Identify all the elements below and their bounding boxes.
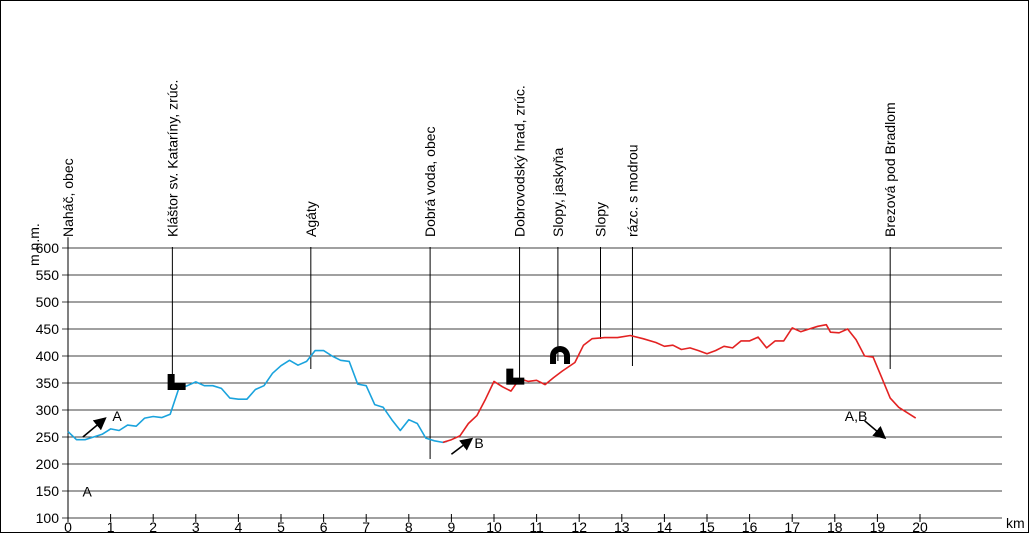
y-axis-ticks: 100 150 200 250 300 350 400 450 500 550 600 — [36, 240, 60, 526]
arrow-icon — [864, 420, 887, 440]
place-label: Agáty — [303, 201, 319, 237]
x-tick-label: 5 — [277, 519, 285, 532]
series-lines — [67, 323, 917, 444]
ruin-icon — [506, 368, 525, 385]
x-tick-label: 16 — [742, 519, 758, 532]
y-tick-label: 450 — [36, 321, 60, 337]
place-label: Kláštor sv. Kataríny, zrúc. — [164, 80, 180, 237]
x-tick-label: 9 — [448, 519, 456, 532]
x-tick-label: 3 — [192, 519, 200, 532]
place-markers: Naháč, obec Kláštor sv. Kataríny, zrúc. Ag… — [60, 80, 898, 501]
y-tick-label: 350 — [36, 375, 60, 391]
x-tick-label: 6 — [320, 519, 328, 532]
grid-lines — [62, 237, 1002, 519]
x-tick-label: 11 — [529, 519, 544, 532]
place-label: Slopy, jaskyňa — [550, 148, 566, 237]
y-tick-label: 550 — [36, 267, 60, 283]
place-label: rázc. s modrou — [624, 144, 640, 237]
route-annotation: B — [474, 435, 483, 451]
x-tick-label: 12 — [571, 519, 587, 532]
x-tick-label: 14 — [657, 519, 673, 532]
y-tick-label: 600 — [36, 240, 60, 256]
place-label: Brezová pod Bradlom — [882, 102, 898, 237]
x-tick-label: 15 — [699, 519, 715, 532]
place-label: Dobrá voda, obec — [422, 126, 438, 237]
x-axis-title: km — [1006, 515, 1025, 531]
map-symbols — [167, 346, 571, 390]
series-line-A — [67, 349, 448, 444]
x-tick-label: 0 — [64, 519, 72, 532]
route-annotation: A — [112, 408, 122, 424]
y-tick-label: 400 — [36, 348, 60, 364]
x-tick-label: 13 — [614, 519, 630, 532]
y-tick-label: 150 — [36, 483, 60, 499]
y-axis-title: m n.m. — [26, 223, 42, 266]
cave-icon — [550, 346, 571, 364]
x-axis-ticks: 0 1 2 3 4 5 6 7 8 9 10 11 12 13 14 15 16 17 18 19 20 — [64, 514, 928, 532]
x-tick-label: 19 — [870, 519, 886, 532]
arrow-icon — [82, 417, 107, 438]
place-label: Dobrovodský hrad, zrúc. — [512, 85, 528, 237]
y-tick-label: 100 — [36, 510, 60, 526]
x-tick-label: 20 — [912, 519, 928, 532]
x-tick-label: 10 — [486, 519, 502, 532]
x-tick-label: 8 — [405, 519, 413, 532]
ruin-icon — [167, 374, 186, 390]
x-tick-label: 17 — [784, 519, 800, 532]
route-annotation: A — [82, 483, 92, 499]
x-tick-label: 7 — [362, 519, 370, 532]
route-annotation: A,B — [845, 408, 868, 424]
y-tick-label: 500 — [36, 294, 60, 310]
x-tick-label: 18 — [827, 519, 843, 532]
y-tick-label: 200 — [36, 456, 60, 472]
place-label: Naháč, obec — [60, 158, 76, 237]
y-tick-label: 300 — [36, 402, 60, 418]
x-tick-label: 2 — [149, 519, 157, 532]
place-label: Slopy — [593, 202, 609, 237]
x-tick-label: 4 — [235, 519, 243, 532]
x-tick-label: 1 — [107, 519, 115, 532]
y-tick-label: 250 — [36, 429, 60, 445]
arrow-icon — [450, 437, 474, 455]
route-annotations: A A B A,B — [82, 408, 887, 499]
